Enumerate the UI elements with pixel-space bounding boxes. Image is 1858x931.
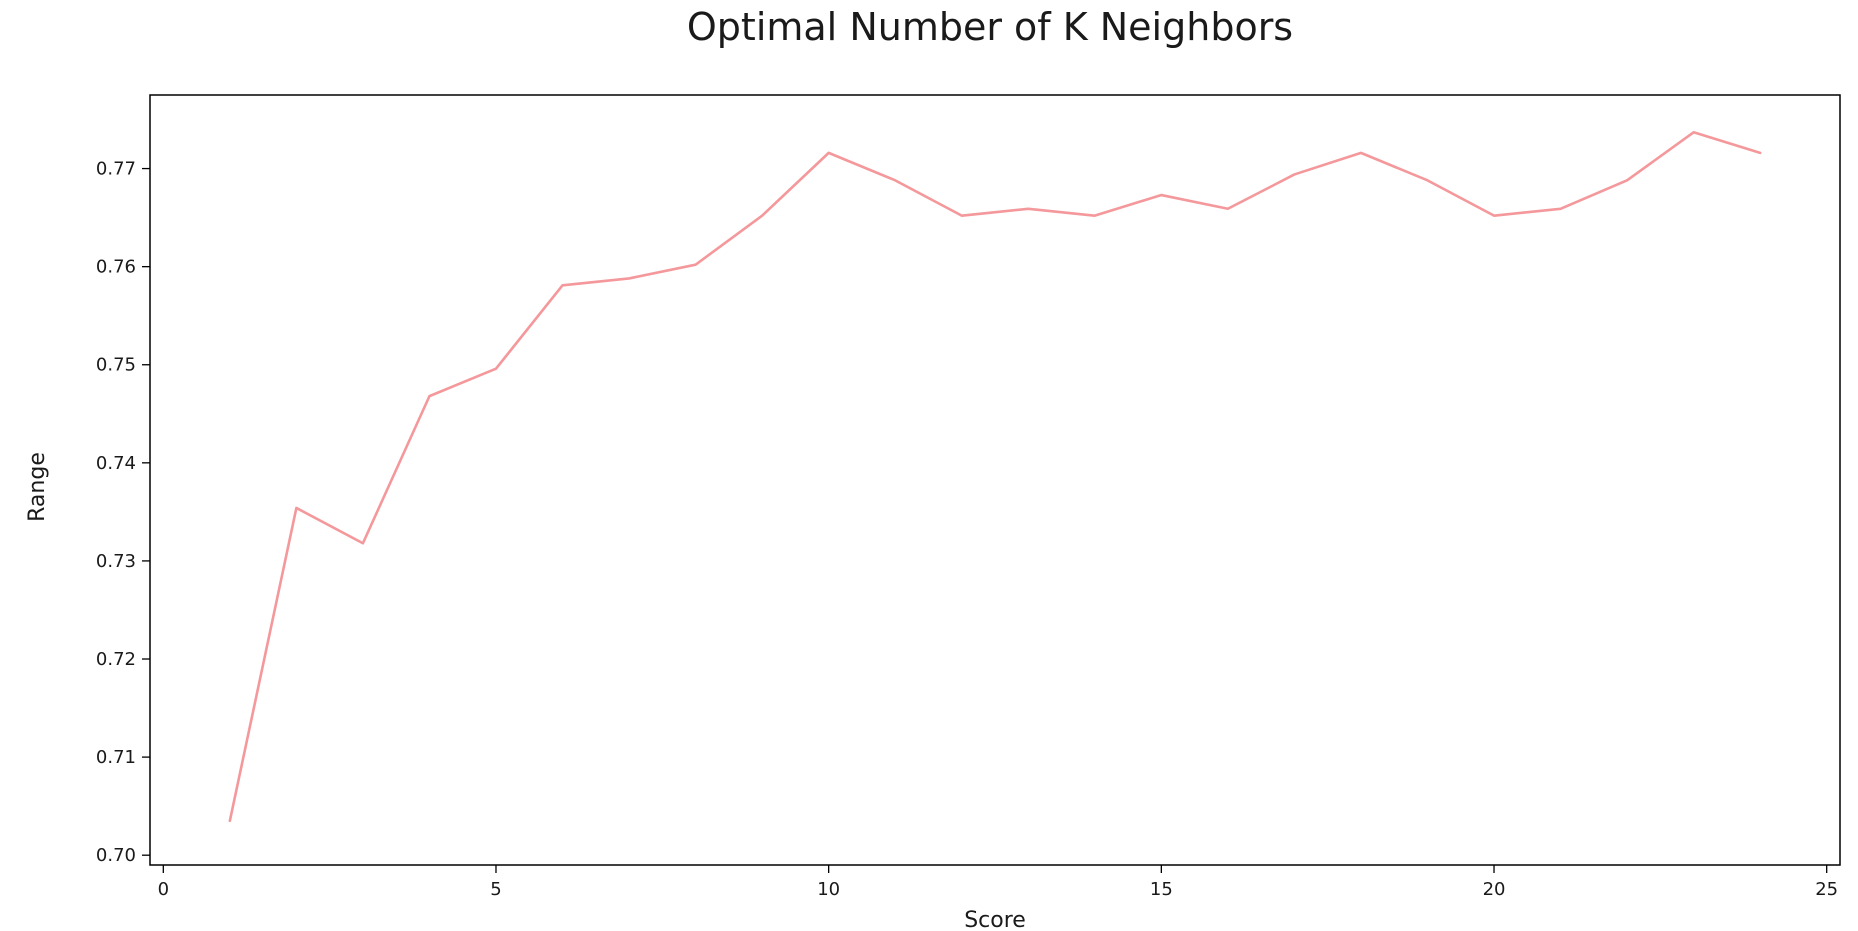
series-group (228, 130, 1762, 823)
y-tick-label: 0.77 (96, 159, 136, 180)
y-tick-label: 0.73 (96, 551, 136, 572)
x-tick-label: 25 (1815, 879, 1838, 900)
x-tick-label: 0 (158, 879, 169, 900)
y-tick-label: 0.70 (96, 845, 136, 866)
x-tick-label: 20 (1483, 879, 1506, 900)
y-tick-label: 0.75 (96, 355, 136, 376)
y-tick-label: 0.74 (96, 453, 136, 474)
chart-title: Optimal Number of K Neighbors (687, 5, 1293, 49)
x-axis-label: Score (964, 908, 1026, 931)
x-tick-label: 10 (817, 879, 840, 900)
y-tick-label: 0.71 (96, 747, 136, 768)
y-axis-label: Range (25, 452, 50, 522)
x-tick-label: 15 (1150, 879, 1173, 900)
x-axis: 0 5 10 15 20 25 (158, 865, 1838, 900)
series-line-0 (228, 130, 1762, 823)
x-tick-label: 5 (490, 879, 501, 900)
plot-area-frame (149, 94, 1841, 866)
y-axis: 0.70 0.71 0.72 0.73 0.74 0.75 0.76 0.77 (96, 159, 150, 866)
y-tick-label: 0.76 (96, 257, 136, 278)
y-tick-label: 0.72 (96, 649, 136, 670)
